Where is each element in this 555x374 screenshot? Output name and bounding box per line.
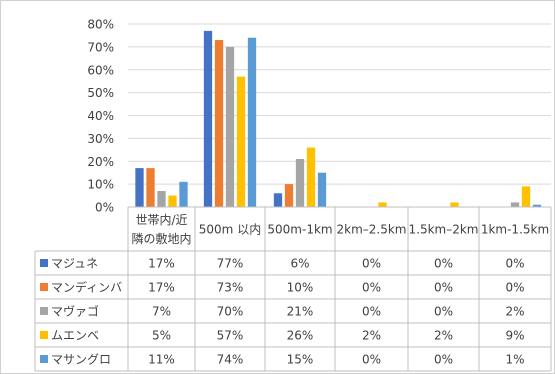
bar xyxy=(135,168,144,207)
bar xyxy=(157,190,166,207)
bar xyxy=(247,37,257,207)
category-label: 500m-1km xyxy=(267,223,332,237)
table-cell-value: 2% xyxy=(505,305,524,319)
table-cell-value: 9% xyxy=(505,329,524,343)
table-cell-value: 0% xyxy=(362,353,381,367)
legend-swatch xyxy=(40,307,48,315)
legend-swatch xyxy=(40,283,48,291)
y-tick-label: 10% xyxy=(87,178,114,192)
legend-swatch xyxy=(40,331,48,339)
table-cell-value: 77% xyxy=(217,257,244,271)
category-label: 500m 以内 xyxy=(199,223,261,237)
table-cell-value: 74% xyxy=(217,353,244,367)
y-tick-label: 60% xyxy=(87,63,114,77)
series-name: マサングロ xyxy=(51,353,111,367)
bar xyxy=(273,193,283,207)
series-name: マジュネ xyxy=(51,257,98,271)
y-tick-label: 80% xyxy=(87,18,114,32)
bar xyxy=(295,158,305,207)
table-cell-value: 0% xyxy=(434,353,453,367)
bar xyxy=(179,181,188,207)
y-tick-label: 40% xyxy=(87,109,114,123)
y-tick-label: 30% xyxy=(87,132,114,146)
legend-swatch xyxy=(40,355,48,363)
category-label: 世帯内/近 xyxy=(135,213,187,227)
table-cell-value: 0% xyxy=(434,257,453,271)
table-cell-value: 57% xyxy=(217,329,244,343)
gridlines xyxy=(128,23,551,185)
bar xyxy=(532,204,542,207)
bar xyxy=(214,40,224,208)
y-tick-label: 70% xyxy=(87,40,114,54)
category-label: 1km-1.5km xyxy=(481,223,549,237)
table-cell-value: 21% xyxy=(287,305,314,319)
bar xyxy=(203,30,213,207)
table-cell-value: 26% xyxy=(287,329,314,343)
bar xyxy=(225,46,235,207)
bar xyxy=(317,172,327,207)
table-cell-value: 0% xyxy=(434,281,453,295)
table-cell-value: 1% xyxy=(505,353,524,367)
table-cell-value: 0% xyxy=(505,281,524,295)
series-name: ムエンベ xyxy=(51,329,99,343)
bar xyxy=(521,186,531,207)
table-cell-value: 17% xyxy=(148,281,175,295)
table-cell-value: 0% xyxy=(362,257,381,271)
legend-swatch xyxy=(40,259,48,267)
bar xyxy=(450,202,459,207)
table-cell-value: 73% xyxy=(217,281,244,295)
table-cell-value: 2% xyxy=(434,329,453,343)
bar xyxy=(168,195,177,207)
bar xyxy=(378,202,387,207)
table-cell-value: 11% xyxy=(148,353,175,367)
table-cell-value: 0% xyxy=(505,257,524,271)
table-cell-value: 0% xyxy=(362,305,381,319)
series-name: マヴァゴ xyxy=(51,304,99,319)
category-label: 2km–2.5km xyxy=(337,223,407,237)
y-tick-label: 0% xyxy=(95,201,114,215)
y-tick-label: 50% xyxy=(87,86,114,100)
bar xyxy=(236,76,246,207)
y-axis: 0% 10% 20% 30% 40% 50% 60% 70% 80% xyxy=(87,18,114,215)
table-cell-value: 5% xyxy=(152,329,171,343)
bar xyxy=(306,147,316,207)
table-cell-value: 70% xyxy=(217,305,244,319)
y-tick-label: 20% xyxy=(87,155,114,169)
table-cell-value: 17% xyxy=(148,257,175,271)
series-name: マンディンバ xyxy=(51,280,122,295)
bar xyxy=(284,184,294,207)
bar xyxy=(510,202,520,207)
table-cell-value: 6% xyxy=(290,257,309,271)
table-cell-value: 2% xyxy=(362,329,381,343)
category-label: 1.5km–2km xyxy=(409,223,479,237)
table-cell-value: 15% xyxy=(287,353,314,367)
table-cell-value: 0% xyxy=(362,281,381,295)
table-cell-value: 10% xyxy=(287,281,314,295)
category-label: 隣の敷地内 xyxy=(131,231,191,246)
bars xyxy=(135,30,542,208)
table-cell-value: 7% xyxy=(152,305,171,319)
table-cell-value: 0% xyxy=(434,305,453,319)
bar xyxy=(146,168,155,207)
